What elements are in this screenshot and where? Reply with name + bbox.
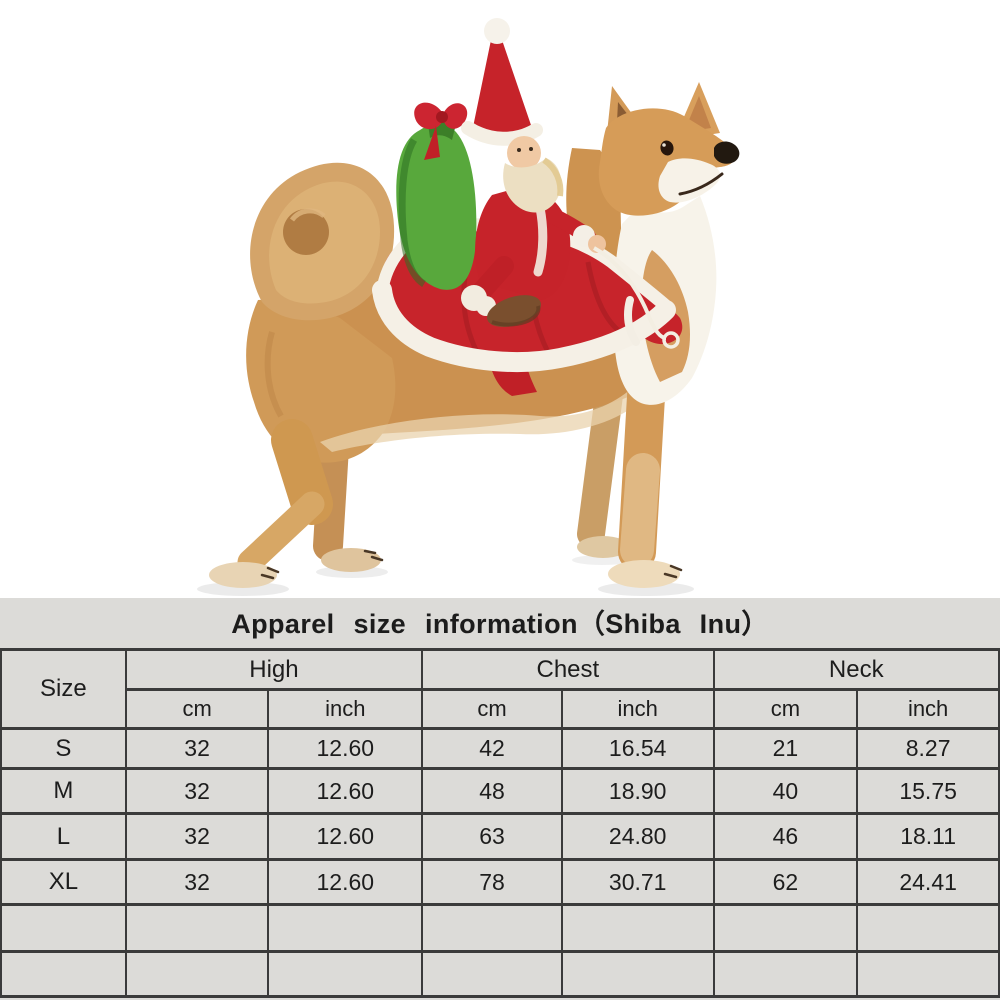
table-row-groups: Size High Chest Neck bbox=[0, 648, 999, 729]
table-row-size-s: S 32 12.60 42 16.54 21 8.27 bbox=[0, 727, 999, 769]
corner-header: Size bbox=[0, 648, 126, 729]
value-cell: 24.41 bbox=[856, 858, 999, 905]
santa-hat bbox=[472, 33, 532, 140]
group-header-chest: Chest bbox=[421, 648, 714, 690]
santa-beard bbox=[503, 158, 562, 213]
value-cell: 8.27 bbox=[856, 727, 999, 769]
table-row-units: cm inch cm inch cm inch bbox=[1, 688, 999, 729]
fur-trim-bottom bbox=[372, 280, 676, 373]
santa-doll bbox=[461, 18, 606, 327]
size-table: Size High Chest Neck cm inch cm inch cm … bbox=[0, 648, 1000, 998]
group-header-high: High bbox=[124, 648, 423, 690]
dog-nose bbox=[714, 141, 740, 164]
unit-header: cm bbox=[124, 688, 269, 729]
unit-header: inch bbox=[856, 688, 999, 729]
unit-header: inch bbox=[267, 688, 423, 729]
value-cell: 24.80 bbox=[560, 812, 714, 860]
value-cell: 40 bbox=[712, 767, 858, 814]
costume-cord bbox=[593, 246, 680, 349]
value-cell: 15.75 bbox=[856, 767, 999, 814]
value-cell: 32 bbox=[124, 767, 269, 814]
value-cell: 62 bbox=[712, 858, 858, 905]
santa-face bbox=[507, 136, 541, 170]
group-header-neck: Neck bbox=[712, 648, 999, 690]
unit-header: cm bbox=[712, 688, 858, 729]
table-row-size-l: L 32 12.60 63 24.80 46 18.11 bbox=[0, 812, 999, 860]
size-table-title: Apparel size information（Shiba Inu） bbox=[231, 609, 769, 639]
dog-illustration bbox=[197, 18, 740, 596]
value-cell: 18.90 bbox=[560, 767, 714, 814]
value-cell: 78 bbox=[421, 858, 562, 905]
unit-header: inch bbox=[560, 688, 714, 729]
value-cell: 63 bbox=[421, 812, 562, 860]
value-cell: 48 bbox=[421, 767, 562, 814]
gift-bag-bow bbox=[414, 102, 468, 160]
value-cell: 46 bbox=[712, 812, 858, 860]
size-label: L bbox=[0, 812, 126, 860]
value-cell: 18.11 bbox=[856, 812, 999, 860]
value-cell: 12.60 bbox=[267, 812, 423, 860]
size-label: S bbox=[0, 727, 126, 769]
value-cell: 32 bbox=[124, 727, 269, 769]
value-cell: 21 bbox=[712, 727, 858, 769]
table-row-empty bbox=[0, 903, 999, 952]
table-row-size-xl: XL 32 12.60 78 30.71 62 24.41 bbox=[0, 858, 999, 905]
value-cell: 32 bbox=[124, 858, 269, 905]
table-row-empty bbox=[0, 950, 999, 997]
value-cell: 42 bbox=[421, 727, 562, 769]
value-cell: 12.60 bbox=[267, 858, 423, 905]
size-label: M bbox=[0, 767, 126, 814]
value-cell: 12.60 bbox=[267, 727, 423, 769]
value-cell: 30.71 bbox=[560, 858, 714, 905]
product-photo bbox=[197, 18, 740, 596]
value-cell: 32 bbox=[124, 812, 269, 860]
gift-bag bbox=[396, 102, 477, 290]
table-row-size-m: M 32 12.60 48 18.90 40 15.75 bbox=[0, 767, 999, 814]
unit-header: cm bbox=[421, 688, 562, 729]
dog-mouth bbox=[678, 172, 724, 196]
size-info-panel: Apparel size information（Shiba Inu） Size… bbox=[0, 598, 1000, 1000]
dog-head bbox=[566, 82, 740, 405]
dog-tail bbox=[250, 162, 395, 321]
size-label: XL bbox=[0, 858, 126, 905]
santa-hat-pom bbox=[484, 18, 510, 44]
santa-hand bbox=[588, 235, 606, 253]
value-cell: 12.60 bbox=[267, 767, 423, 814]
value-cell: 16.54 bbox=[560, 727, 714, 769]
